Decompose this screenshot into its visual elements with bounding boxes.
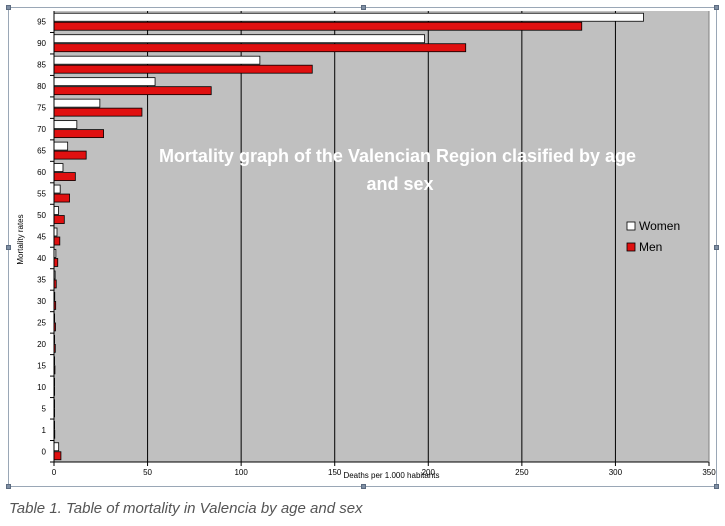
chart-svg: 015101520253035404550556065707580859095 … xyxy=(16,11,716,480)
resize-handle-bottom[interactable] xyxy=(361,484,366,489)
x-tick-label: 300 xyxy=(609,468,623,477)
y-tick-label: 85 xyxy=(37,61,46,70)
x-tick-label: 250 xyxy=(515,468,529,477)
bar-women-60 xyxy=(53,163,64,172)
bar-men-75 xyxy=(53,107,143,117)
resize-handle-right[interactable] xyxy=(714,245,719,250)
resize-handle-top-right[interactable] xyxy=(714,5,719,10)
y-tick-label: 40 xyxy=(37,254,46,263)
y-tick-label: 25 xyxy=(37,318,46,327)
bar-men-90 xyxy=(53,43,467,53)
plot-area xyxy=(54,11,709,462)
chart-title-line-2: and sex xyxy=(366,174,433,194)
y-tick-label: 0 xyxy=(42,447,47,456)
legend-label-women: Women xyxy=(639,219,680,233)
x-tick-label: 200 xyxy=(422,468,436,477)
legend-swatch-men xyxy=(626,242,636,252)
bar-women-65 xyxy=(53,141,69,151)
y-tick-label: 45 xyxy=(37,233,46,242)
y-axis-label: Mortality rates xyxy=(16,214,25,264)
bar-women-85 xyxy=(53,55,261,65)
bar-men-70 xyxy=(53,129,104,139)
x-tick-label: 50 xyxy=(143,468,152,477)
y-tick-label: 80 xyxy=(37,82,46,91)
y-tick-label: 90 xyxy=(37,39,46,48)
figure-caption: Table 1. Table of mortality in Valencia … xyxy=(9,500,363,517)
legend-label-men: Men xyxy=(639,240,662,254)
bar-women-75 xyxy=(53,98,101,108)
y-tick-label: 60 xyxy=(37,168,46,177)
y-tick-label: 15 xyxy=(37,361,46,370)
x-tick-label: 150 xyxy=(328,468,342,477)
x-tick-label: 100 xyxy=(234,468,248,477)
resize-handle-top[interactable] xyxy=(361,5,366,10)
bar-men-65 xyxy=(53,150,87,160)
bar-men-80 xyxy=(53,86,212,96)
y-tick-label: 35 xyxy=(37,275,46,284)
resize-handle-top-left[interactable] xyxy=(6,5,11,10)
bar-women-50 xyxy=(53,206,59,215)
bar-men-40 xyxy=(53,258,59,267)
y-tick-label: 5 xyxy=(42,404,47,413)
resize-handle-bottom-left[interactable] xyxy=(6,484,11,489)
y-tick-label: 55 xyxy=(37,190,46,199)
resize-handle-left[interactable] xyxy=(6,245,11,250)
bar-men-95 xyxy=(53,21,583,31)
axes xyxy=(53,11,710,463)
bar-men-45 xyxy=(53,236,61,246)
gridlines xyxy=(147,11,616,462)
bar-men-55 xyxy=(53,193,70,203)
y-tick-label: 1 xyxy=(42,426,47,435)
bar-women-55 xyxy=(53,184,61,194)
chart-title: Mortality graph of the Valencian Region … xyxy=(159,146,641,194)
bar-women-90 xyxy=(53,34,425,44)
x-tick-label: 350 xyxy=(702,468,716,477)
y-tick-label: 75 xyxy=(37,104,46,113)
bar-women-80 xyxy=(53,77,156,87)
x-tick-labels: 0 50 100 150 200 250 300 350 xyxy=(52,462,716,477)
legend: Women Men xyxy=(626,219,680,254)
bar-men-60 xyxy=(53,172,76,181)
y-tick-label: 10 xyxy=(37,383,46,392)
legend-swatch-women xyxy=(626,221,636,231)
chart-frame[interactable]: 0 1 5 10 15 20 25 30 35 40 45 50 55 60 65 70 75 80 85 90 95 … xyxy=(6,5,719,489)
resize-handle-bottom-right[interactable] xyxy=(714,484,719,489)
y-tick-label: 70 xyxy=(37,125,46,134)
bar-men-0 xyxy=(53,451,62,461)
y-tick-label: 65 xyxy=(37,147,46,156)
bar-men-85 xyxy=(53,64,313,74)
y-tick-label: 20 xyxy=(37,340,46,349)
y-tick-label: 50 xyxy=(37,211,46,220)
y-tick-label: 95 xyxy=(37,18,46,27)
bar-men-50 xyxy=(53,215,65,224)
bar-women-95 xyxy=(53,12,644,22)
chart-title-line-1: Mortality graph of the Valencian Region … xyxy=(159,146,636,166)
y-tick-label: 30 xyxy=(37,297,46,306)
bar-women-0 xyxy=(53,442,60,452)
x-tick-label: 0 xyxy=(52,468,57,477)
x-axis-label: Deaths per 1.000 habitants xyxy=(343,471,439,480)
bar-women-70 xyxy=(53,120,78,130)
